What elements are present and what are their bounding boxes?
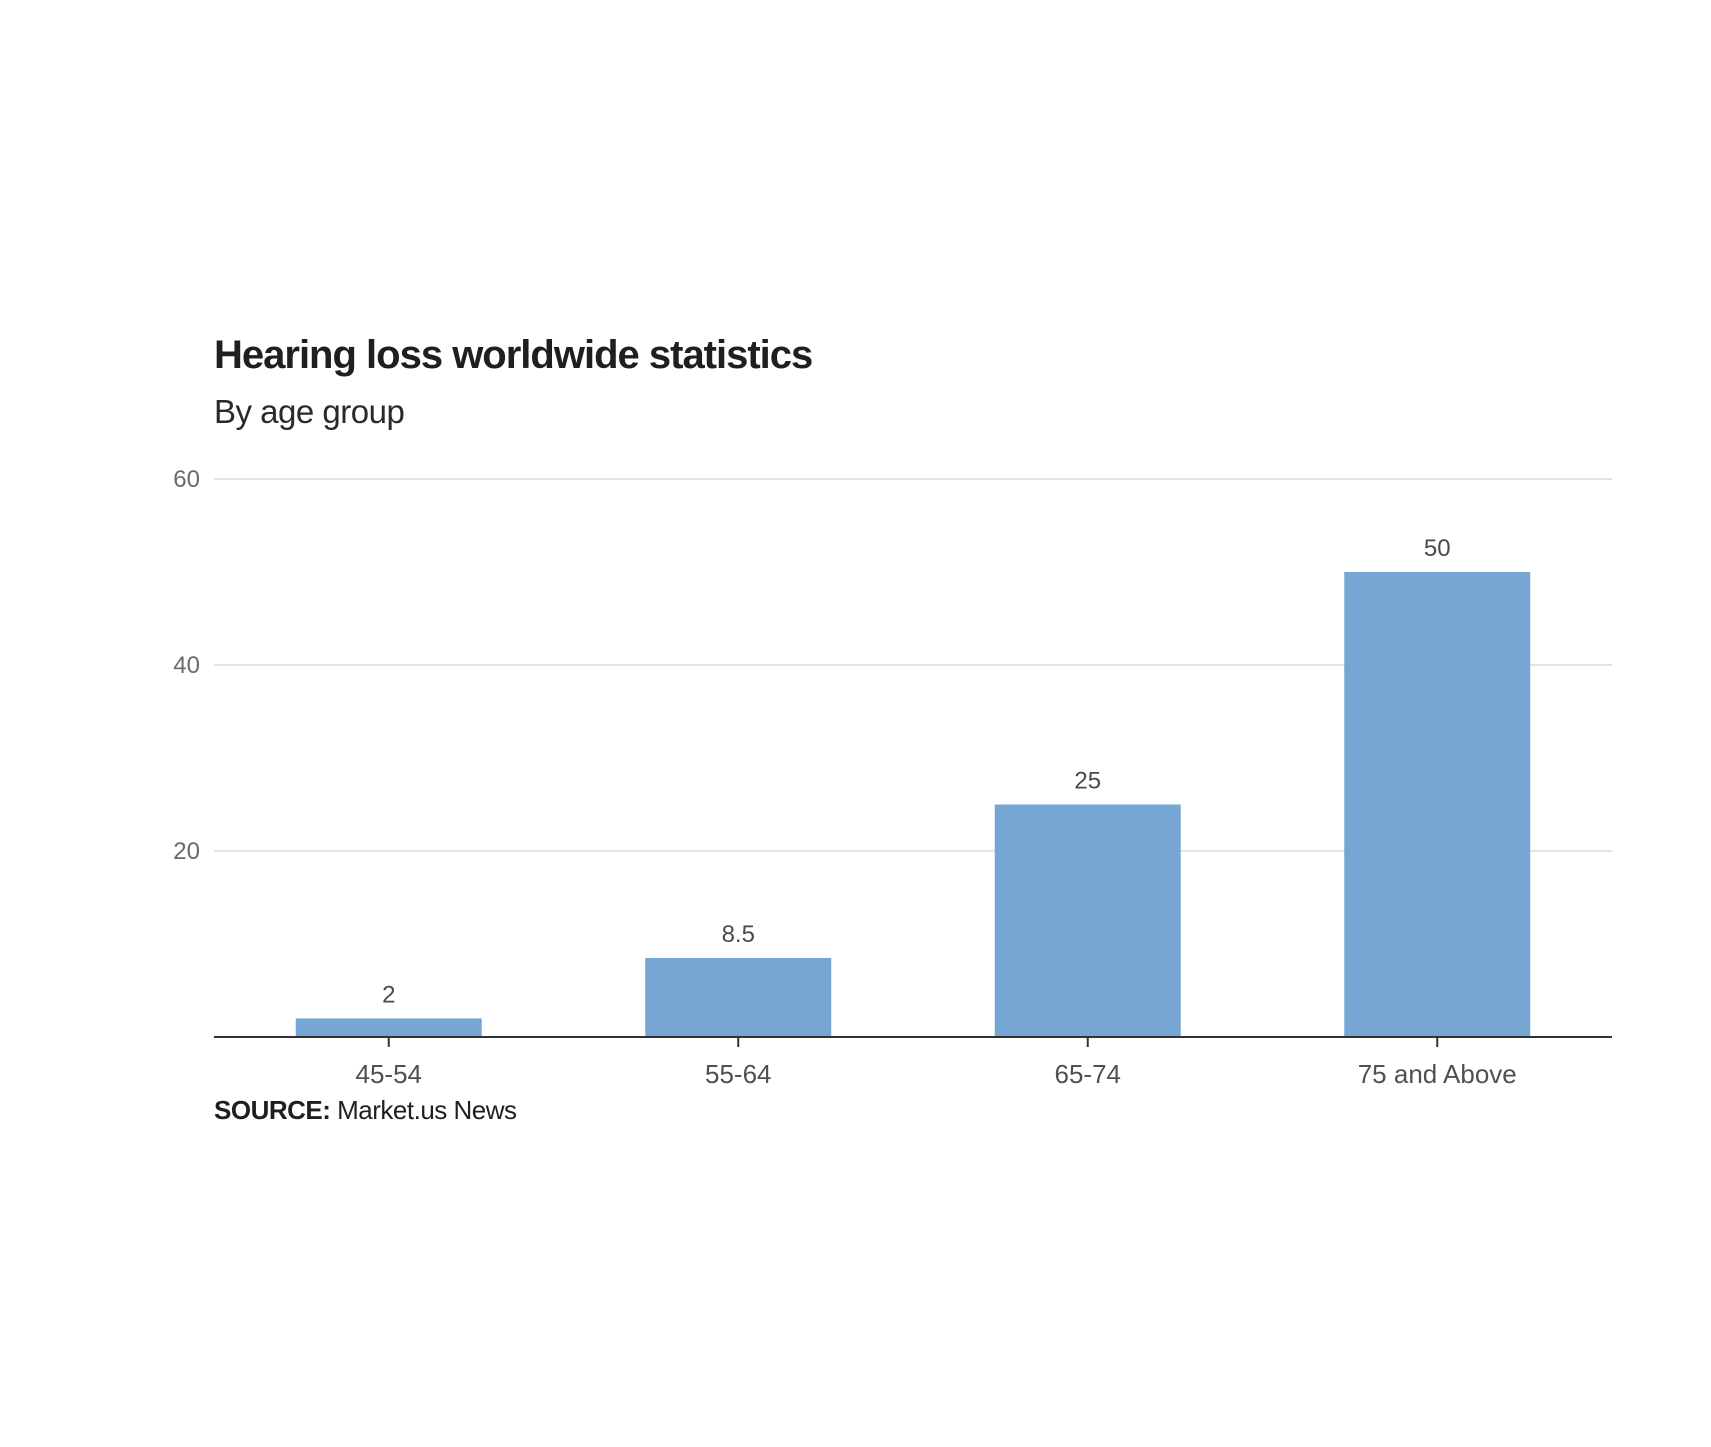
bar — [1344, 572, 1531, 1037]
x-tick-label: 45-54 — [356, 1059, 423, 1089]
source-note: SOURCE: Market.us News — [214, 1095, 517, 1126]
x-tick-label: 65-74 — [1055, 1059, 1122, 1089]
data-label: 8.5 — [722, 921, 755, 948]
data-label: 25 — [1074, 768, 1101, 795]
bar — [994, 804, 1181, 1037]
data-label: 2 — [382, 981, 395, 1008]
x-tick-label: 75 and Above — [1358, 1059, 1517, 1089]
source-label: SOURCE: — [214, 1095, 331, 1125]
x-tick-label: 55-64 — [705, 1059, 772, 1089]
source-text: Market.us News — [337, 1095, 517, 1125]
y-tick-label: 20 — [173, 838, 200, 865]
bar — [645, 957, 832, 1037]
chart-subtitle: By age group — [214, 393, 405, 430]
data-label: 50 — [1424, 535, 1451, 562]
y-tick-label: 40 — [173, 652, 200, 679]
chart-title: Hearing loss worldwide statistics — [214, 333, 813, 377]
y-tick-label: 60 — [173, 466, 200, 493]
bar — [295, 1018, 482, 1037]
